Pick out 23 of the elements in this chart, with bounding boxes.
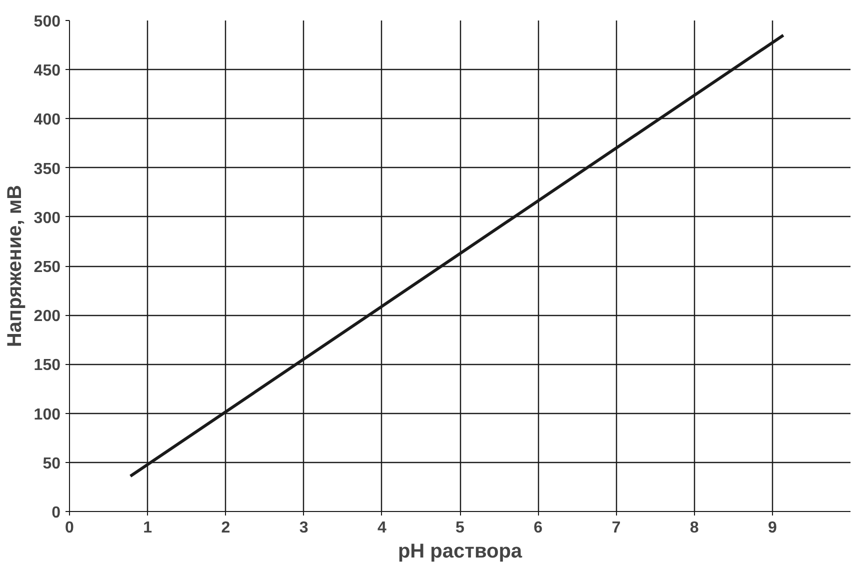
y-axis-title: Напряжение, мВ [4, 184, 26, 348]
y-tick-label: 300 [34, 210, 61, 227]
y-tick-label: 250 [34, 259, 61, 276]
x-tick-label: 0 [65, 520, 74, 536]
y-tick-label: 100 [34, 406, 61, 424]
y-tick-label: 150 [34, 357, 61, 374]
x-tick-label: 2 [221, 520, 230, 536]
y-tick-label: 0 [52, 504, 61, 522]
y-tick-label: 500 [34, 14, 61, 30]
x-tick-label: 4 [377, 520, 386, 536]
x-tick-label: 8 [690, 520, 699, 536]
y-tick-label: 400 [34, 112, 61, 129]
x-tick-label: 6 [534, 520, 543, 536]
y-tick-label: 50 [42, 455, 61, 472]
x-tick-label: 7 [612, 520, 621, 536]
y-tick-label: 450 [34, 62, 61, 80]
x-axis-title: pH раствора [398, 540, 523, 562]
x-tick-label: 3 [299, 520, 308, 536]
y-tick-label: 200 [34, 308, 61, 326]
x-tick-label: 1 [143, 520, 152, 536]
y-tick-label: 350 [34, 160, 61, 178]
x-tick-label: 5 [456, 520, 465, 536]
x-tick-label: 9 [768, 520, 777, 536]
